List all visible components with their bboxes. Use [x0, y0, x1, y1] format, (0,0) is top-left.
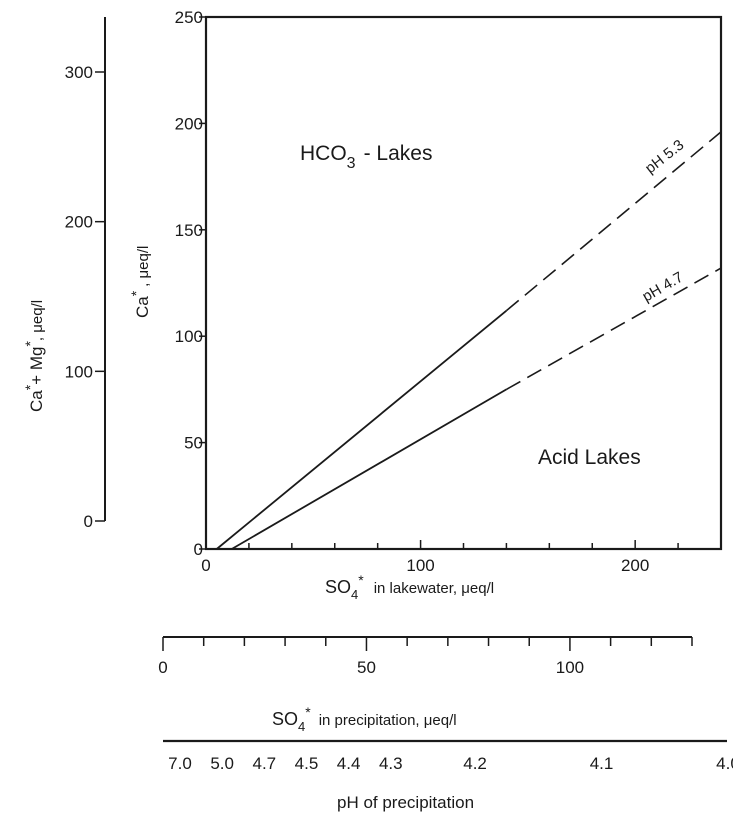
sec-y-tick-label: 100	[65, 362, 93, 381]
secondary-y-axis: 0 100 200 300	[65, 63, 105, 531]
plot-frame	[204, 15, 723, 551]
y-tick-label: 50	[184, 434, 203, 453]
precip-so4-tick-label: 50	[357, 658, 376, 677]
x-tick-label: 100	[406, 556, 434, 575]
series-line-solid	[231, 388, 507, 550]
sec-y-tick-label: 200	[65, 213, 93, 232]
main-y-axis-title: Ca*, μeq/l	[128, 246, 152, 318]
y-tick-label: 0	[194, 540, 203, 559]
y-tick-label: 100	[175, 327, 203, 346]
series-line-solid	[216, 309, 507, 550]
ph-tick-label: 4.3	[379, 754, 403, 773]
ph-tick-label: 5.0	[210, 754, 234, 773]
series-line-dashed	[506, 267, 722, 391]
x-tick-label: 200	[621, 556, 649, 575]
main-x-axis: 0 100 200	[201, 540, 722, 575]
precip-ph-axis-title: pH of precipitation	[337, 793, 474, 812]
precip-so4-tick-label: 0	[158, 658, 167, 677]
precip-ph-axis: 7.0 5.0 4.7 4.5 4.4 4.3 4.2 4.1 4.0	[163, 739, 733, 773]
series-line-dashed	[505, 131, 722, 312]
ph-tick-label: 7.0	[168, 754, 192, 773]
ph-tick-label: 4.4	[337, 754, 361, 773]
ph-tick-label: 4.5	[295, 754, 319, 773]
secondary-y-axis-title: Ca*+ Mg*, μeq/l	[22, 300, 46, 412]
sec-y-tick-label: 0	[84, 512, 93, 531]
series-lines	[216, 131, 722, 550]
ph-tick-label: 4.7	[252, 754, 276, 773]
y-tick-label: 200	[175, 114, 203, 133]
main-y-axis: 0 50 100 150 200 250	[175, 8, 206, 559]
series-label-ph53: pH 5.3	[642, 137, 687, 178]
sec-y-tick-label: 300	[65, 63, 93, 82]
series-label-ph47: pH 4.7	[640, 269, 687, 306]
ph-tick-label: 4.1	[590, 754, 614, 773]
y-tick-label: 150	[175, 221, 203, 240]
precip-so4-tick-label: 100	[556, 658, 584, 677]
precip-so4-axis-title: SO4* in precipitation, μeq/l	[272, 704, 457, 734]
precip-so4-axis: 0 50 100	[158, 636, 693, 677]
ph-tick-label: 4.2	[463, 754, 487, 773]
y-tick-label: 250	[175, 8, 203, 27]
region-label-acid: Acid Lakes	[538, 446, 641, 469]
x-tick-label: 0	[201, 556, 210, 575]
region-label-hco3: HCO3- Lakes	[300, 142, 432, 172]
ph-tick-label: 4.0	[716, 754, 733, 773]
main-x-axis-title: SO4* in lakewater, μeq/l	[325, 572, 494, 602]
